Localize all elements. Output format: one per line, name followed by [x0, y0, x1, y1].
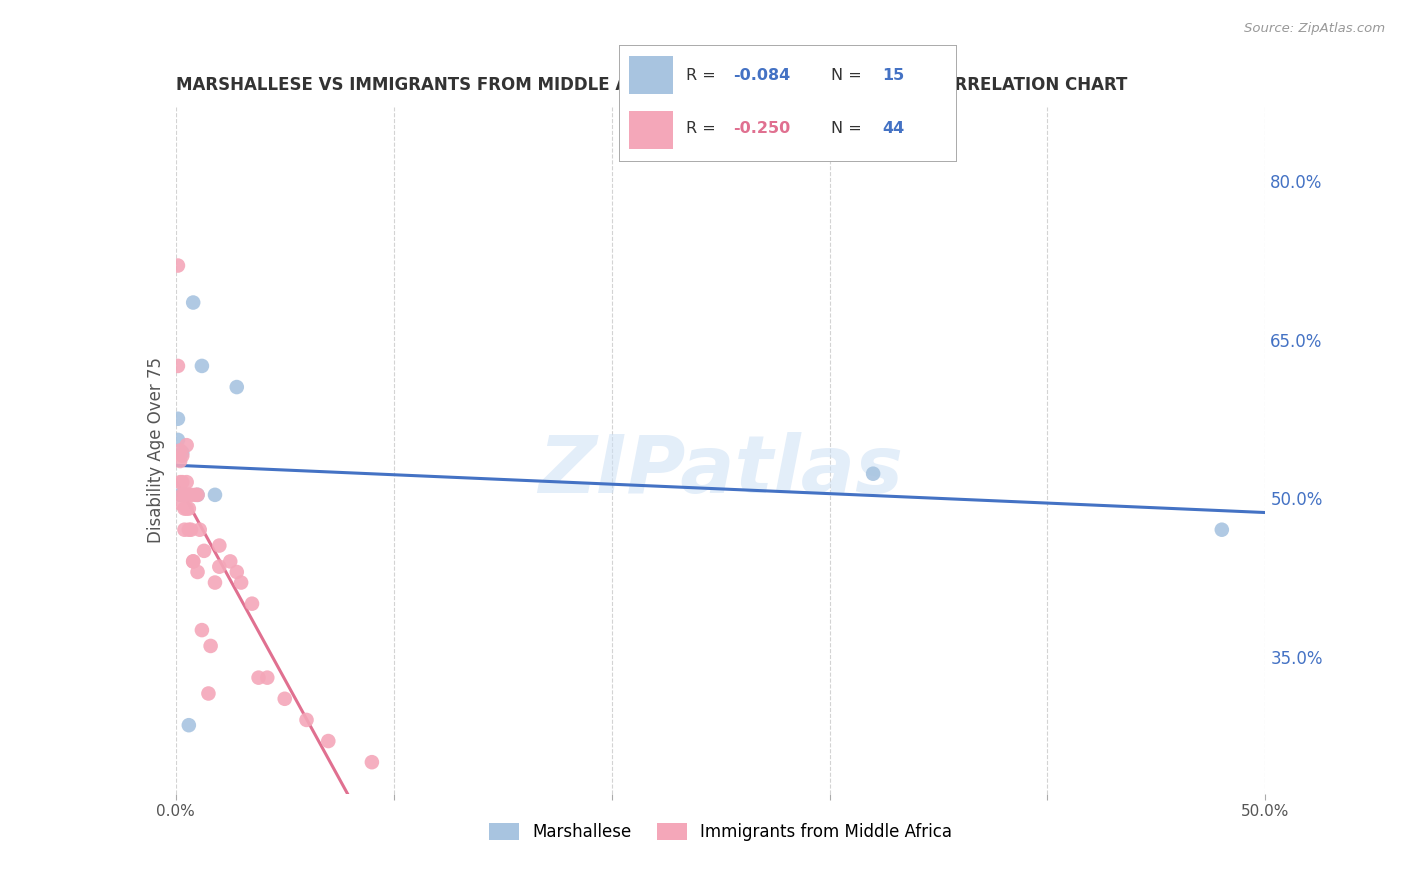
Point: [181, 554, 204, 568]
Point: [360, 755, 382, 769]
FancyBboxPatch shape: [628, 111, 672, 149]
Point: [197, 686, 219, 700]
Point: [176, 475, 198, 490]
Text: Source: ZipAtlas.com: Source: ZipAtlas.com: [1244, 22, 1385, 36]
Point: [177, 718, 200, 732]
Point: [169, 475, 191, 490]
Point: [186, 488, 209, 502]
Point: [225, 380, 247, 394]
Point: [172, 449, 194, 463]
Point: [172, 475, 194, 490]
Point: [167, 433, 190, 447]
Point: [177, 501, 200, 516]
Point: [1211, 523, 1233, 537]
Text: ZIPatlas: ZIPatlas: [538, 432, 903, 510]
Text: N =: N =: [831, 68, 868, 83]
Point: [186, 488, 209, 502]
Text: R =: R =: [686, 121, 721, 136]
Point: [188, 523, 211, 537]
Point: [256, 671, 278, 685]
Point: [169, 488, 191, 502]
Point: [180, 488, 202, 502]
Point: [172, 445, 194, 459]
Point: [173, 488, 195, 502]
Point: [208, 559, 231, 574]
Legend: Marshallese, Immigrants from Middle Africa: Marshallese, Immigrants from Middle Afri…: [482, 816, 959, 847]
Point: [208, 539, 231, 553]
Point: [200, 639, 222, 653]
Point: [181, 554, 204, 568]
Point: [177, 523, 200, 537]
Point: [181, 295, 204, 310]
Point: [862, 467, 884, 481]
Text: 15: 15: [882, 68, 904, 83]
Point: [167, 411, 190, 425]
Text: N =: N =: [831, 121, 868, 136]
Point: [176, 501, 198, 516]
Y-axis label: Disability Age Over 75: Disability Age Over 75: [146, 358, 165, 543]
Point: [173, 523, 195, 537]
Point: [193, 544, 215, 558]
Point: [172, 488, 194, 502]
Point: [173, 501, 195, 516]
Text: MARSHALLESE VS IMMIGRANTS FROM MIDDLE AFRICA DISABILITY AGE OVER 75 CORRELATION : MARSHALLESE VS IMMIGRANTS FROM MIDDLE AF…: [176, 77, 1128, 95]
Point: [176, 438, 198, 452]
Point: [169, 454, 191, 468]
Point: [318, 734, 340, 748]
Point: [173, 488, 195, 502]
Point: [186, 565, 209, 579]
FancyBboxPatch shape: [628, 56, 672, 95]
Point: [177, 488, 200, 502]
Point: [204, 488, 226, 502]
Point: [219, 554, 242, 568]
Point: [274, 691, 297, 706]
Point: [204, 575, 226, 590]
Point: [167, 259, 190, 273]
Point: [167, 359, 190, 373]
Point: [240, 597, 263, 611]
Point: [169, 496, 191, 510]
Point: [173, 488, 195, 502]
Point: [191, 359, 214, 373]
Text: R =: R =: [686, 68, 721, 83]
Point: [295, 713, 318, 727]
Point: [225, 565, 247, 579]
Point: [184, 488, 207, 502]
Point: [191, 623, 214, 637]
Point: [180, 523, 202, 537]
Text: -0.250: -0.250: [734, 121, 790, 136]
Text: 44: 44: [882, 121, 904, 136]
Point: [247, 671, 270, 685]
Point: [172, 488, 194, 502]
Point: [169, 443, 191, 458]
Text: -0.084: -0.084: [734, 68, 790, 83]
Point: [231, 575, 253, 590]
Point: [176, 488, 198, 502]
